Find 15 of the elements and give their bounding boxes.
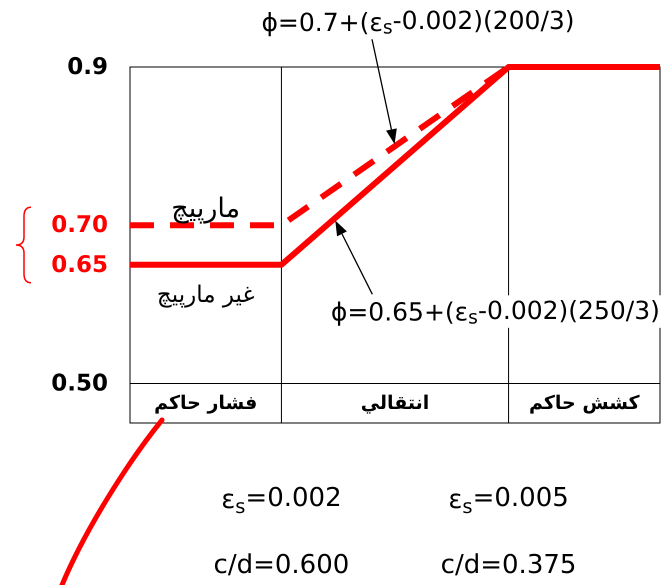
y-tick-label: 0.50	[51, 370, 108, 396]
x-tick-label: ε$_{s}$=0.002	[221, 483, 342, 518]
annotation: انتقالي	[360, 392, 430, 414]
text: c/d=0.375	[440, 550, 576, 580]
y-tick-label: 0.65	[51, 252, 108, 278]
series-label: غیر مارپیچ	[156, 282, 255, 308]
annotation: کشش حاکم	[528, 392, 641, 414]
text: c/d=0.600	[214, 550, 350, 580]
y-tick-label: 0.70	[51, 212, 108, 238]
annotation: فشار حاکم	[154, 392, 258, 414]
y-tick-label: 0.9	[67, 54, 108, 80]
annotation: ϕ=0.65+(ε$_{s}$-0.002)(250/3)	[330, 295, 660, 328]
text: ϕ=0.7+(ε$_{s}$-0.002)(200/3)	[261, 6, 575, 38]
series-label: مارپیچ	[171, 193, 240, 224]
x-tick-label: ε$_{s}$=0.005	[448, 483, 569, 518]
